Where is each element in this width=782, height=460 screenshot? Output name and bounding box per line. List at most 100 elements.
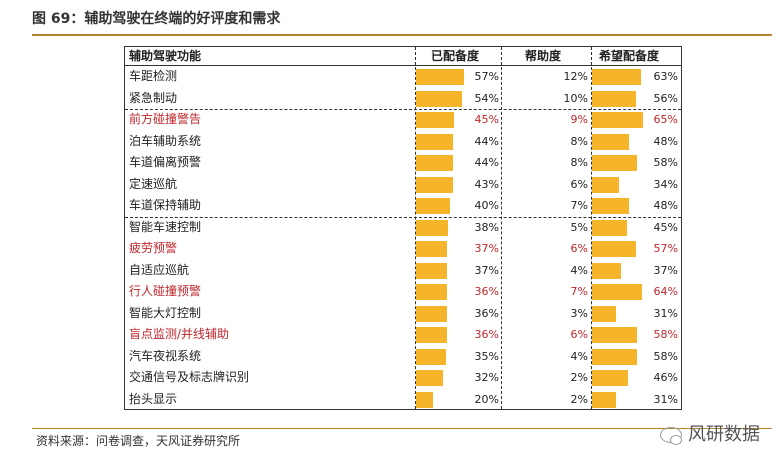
equipped-bar bbox=[416, 262, 448, 279]
desired-value: 63% bbox=[653, 70, 678, 83]
table-row: 车道偏离预警 44% 8% 58% bbox=[125, 152, 681, 174]
equipped-bar bbox=[416, 176, 453, 193]
desired-bar bbox=[592, 284, 642, 300]
helpful-value: 6% bbox=[570, 242, 588, 255]
feature-name: 行人碰撞预警 bbox=[129, 284, 202, 298]
helpful-value: 7% bbox=[570, 285, 588, 298]
helpful-value: 4% bbox=[570, 263, 588, 277]
table-row: 智能车速控制 38% 5% 45% bbox=[125, 217, 681, 239]
desired-bar bbox=[592, 327, 638, 343]
equipped-bar bbox=[416, 305, 447, 322]
helpful-value: 10% bbox=[563, 91, 588, 105]
desired-bar bbox=[592, 241, 637, 257]
equipped-bar bbox=[416, 69, 465, 85]
equipped-value: 57% bbox=[474, 70, 499, 83]
equipped-value: 44% bbox=[474, 134, 499, 148]
feature-table: 辅助驾驶功能 已配备度 帮助度 希望配备度 车距检测 57% 12% 63% 紧急制动 5… bbox=[124, 46, 682, 410]
desired-value: 56% bbox=[653, 91, 678, 105]
table-row: 交通信号及标志牌识别 32% 2% 46% bbox=[125, 367, 681, 389]
feature-name: 抬头显示 bbox=[129, 391, 178, 406]
equipped-value: 36% bbox=[474, 328, 499, 341]
group-divider bbox=[125, 109, 681, 110]
header-equipped: 已配备度 bbox=[431, 49, 480, 63]
equipped-value: 38% bbox=[474, 220, 499, 234]
equipped-value: 36% bbox=[474, 285, 499, 298]
desired-value: 45% bbox=[653, 220, 678, 234]
equipped-value: 40% bbox=[474, 199, 499, 212]
equipped-bar bbox=[416, 219, 449, 236]
desired-value: 34% bbox=[653, 177, 678, 191]
column-divider bbox=[591, 47, 592, 409]
desired-bar bbox=[592, 90, 636, 107]
feature-name: 定速巡航 bbox=[129, 176, 178, 191]
helpful-value: 9% bbox=[570, 113, 588, 126]
equipped-value: 35% bbox=[474, 349, 499, 363]
helpful-value: 4% bbox=[570, 349, 588, 363]
feature-name: 自适应巡航 bbox=[129, 262, 190, 277]
desired-bar bbox=[592, 348, 638, 365]
table-row: 行人碰撞预警 36% 7% 64% bbox=[125, 281, 681, 303]
table-row: 前方碰撞警告 45% 9% 65% bbox=[125, 109, 681, 131]
feature-name: 泊车辅助系统 bbox=[129, 133, 202, 148]
column-divider bbox=[415, 47, 416, 409]
equipped-bar bbox=[416, 284, 447, 300]
equipped-bar bbox=[416, 198, 450, 214]
table-row: 疲劳预警 37% 6% 57% bbox=[125, 238, 681, 260]
desired-bar bbox=[592, 155, 638, 171]
equipped-bar bbox=[416, 391, 433, 408]
equipped-value: 43% bbox=[474, 177, 499, 191]
helpful-value: 12% bbox=[563, 70, 588, 83]
figure-title: 图 69：辅助驾驶在终端的好评度和需求 bbox=[32, 11, 281, 27]
desired-bar bbox=[592, 133, 630, 150]
desired-bar bbox=[592, 198, 630, 214]
header-desired: 希望配备度 bbox=[599, 49, 660, 63]
equipped-bar bbox=[416, 370, 444, 386]
helpful-value: 3% bbox=[570, 306, 588, 320]
desired-value: 58% bbox=[653, 349, 678, 363]
desired-value: 58% bbox=[653, 156, 678, 169]
equipped-value: 36% bbox=[474, 306, 499, 320]
group-divider bbox=[125, 216, 681, 218]
header-divider bbox=[125, 65, 681, 66]
table-row: 汽车夜视系统 35% 4% 58% bbox=[125, 346, 681, 368]
source-note: 资料来源：问卷调查，天风证券研究所 bbox=[36, 434, 241, 448]
table-row: 智能大灯控制 36% 3% 31% bbox=[125, 303, 681, 325]
desired-bar bbox=[592, 391, 617, 408]
title-divider bbox=[32, 34, 772, 36]
column-divider bbox=[501, 47, 502, 409]
watermark-text: 风研数据 bbox=[688, 424, 760, 445]
helpful-value: 8% bbox=[570, 156, 588, 169]
desired-bar bbox=[592, 219, 628, 236]
desired-value: 57% bbox=[653, 242, 678, 255]
table-row: 定速巡航 43% 6% 34% bbox=[125, 174, 681, 196]
desired-bar bbox=[592, 112, 643, 128]
equipped-bar bbox=[416, 348, 446, 365]
desired-bar bbox=[592, 176, 619, 193]
equipped-bar bbox=[416, 241, 448, 257]
feature-name: 智能车速控制 bbox=[129, 219, 202, 234]
desired-value: 64% bbox=[653, 285, 678, 298]
feature-name: 车道保持辅助 bbox=[129, 198, 202, 212]
equipped-bar bbox=[416, 155, 454, 171]
feature-name: 交通信号及标志牌识别 bbox=[129, 370, 250, 384]
desired-value: 31% bbox=[653, 392, 678, 406]
desired-value: 65% bbox=[653, 113, 678, 126]
feature-name: 疲劳预警 bbox=[129, 241, 178, 255]
equipped-value: 44% bbox=[474, 156, 499, 169]
feature-name: 汽车夜视系统 bbox=[129, 348, 202, 363]
source-divider bbox=[32, 428, 772, 429]
helpful-value: 6% bbox=[570, 177, 588, 191]
header-feature: 辅助驾驶功能 bbox=[129, 49, 202, 63]
equipped-bar bbox=[416, 133, 454, 150]
equipped-value: 45% bbox=[474, 113, 499, 126]
feature-name: 车道偏离预警 bbox=[129, 155, 202, 169]
equipped-value: 37% bbox=[474, 242, 499, 255]
feature-name: 车距检测 bbox=[129, 69, 178, 83]
desired-value: 58% bbox=[653, 328, 678, 341]
feature-name: 前方碰撞警告 bbox=[129, 112, 202, 126]
helpful-value: 5% bbox=[570, 220, 588, 234]
helpful-value: 2% bbox=[570, 371, 588, 384]
equipped-value: 54% bbox=[474, 91, 499, 105]
equipped-value: 32% bbox=[474, 371, 499, 384]
desired-value: 46% bbox=[653, 371, 678, 384]
